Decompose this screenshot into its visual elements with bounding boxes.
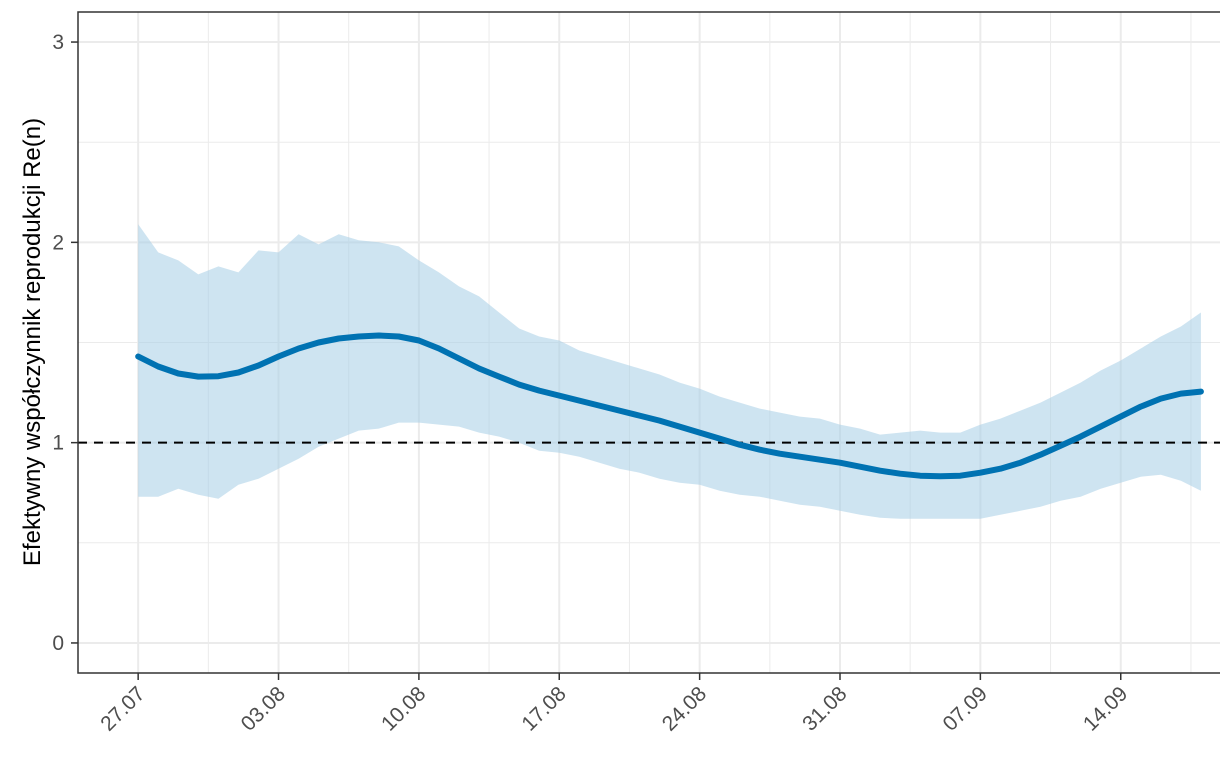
x-tick-label-4: 24.08 bbox=[658, 682, 711, 735]
y-tick-label-3: 3 bbox=[52, 31, 64, 54]
x-tick-label-6: 07.09 bbox=[938, 682, 991, 735]
y-tick-label-2: 2 bbox=[52, 231, 64, 254]
y-axis: 0 1 2 3 bbox=[52, 31, 78, 655]
x-tick-label-3: 17.08 bbox=[517, 682, 570, 735]
y-axis-title: Efektywny współczynnik reprodukcji Re(n) bbox=[19, 118, 46, 566]
x-axis: 27.07 03.08 10.08 17.08 24.08 31.08 07.09 14.09 bbox=[96, 673, 1132, 736]
x-tick-label-2: 10.08 bbox=[377, 682, 430, 735]
y-tick-label-1: 1 bbox=[52, 432, 64, 455]
x-tick-label-0: 27.07 bbox=[96, 682, 149, 735]
x-tick-label-5: 31.08 bbox=[798, 682, 851, 735]
x-tick-label-1: 03.08 bbox=[237, 682, 290, 735]
y-tick-label-0: 0 bbox=[52, 632, 64, 655]
x-tick-label-7: 14.09 bbox=[1079, 682, 1132, 735]
re-estimate-line bbox=[135, 332, 1204, 480]
confidence-band bbox=[138, 224, 1201, 519]
plot-panel-border bbox=[77, 11, 1220, 674]
